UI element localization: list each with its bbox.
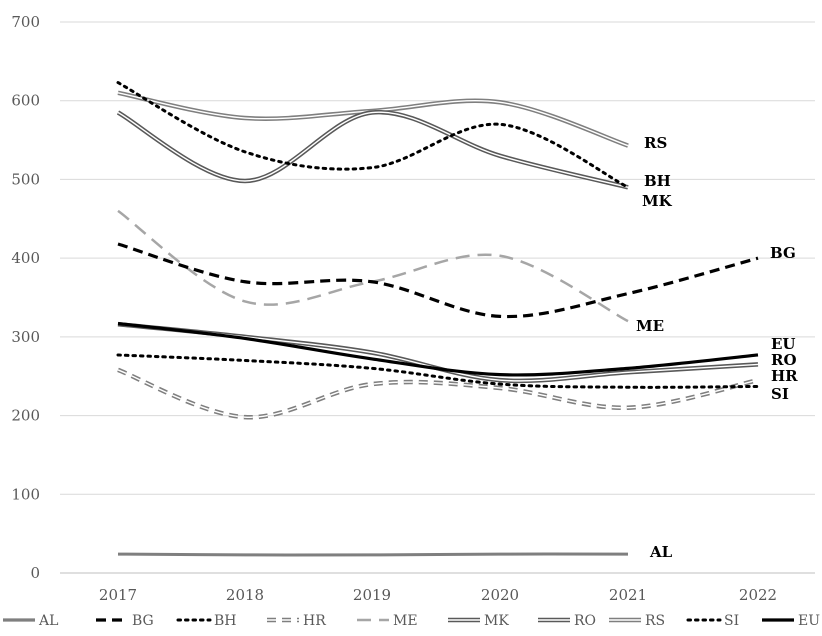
end-label-mk: MK xyxy=(642,192,673,210)
series-end-labels: AL BG BH HR ME MK RO RS SI EU xyxy=(636,134,798,561)
x-tick-label: 2020 xyxy=(481,586,519,604)
legend-entry-al: AL xyxy=(3,613,58,629)
series-lines xyxy=(116,81,760,557)
legend-label: MK xyxy=(484,613,509,629)
y-axis-tick-labels: 0 100 200 300 400 500 600 700 xyxy=(11,13,40,582)
legend-entry-rs: RS xyxy=(609,613,665,629)
end-label-hr: HR xyxy=(771,367,798,385)
legend-label: BH xyxy=(214,613,237,629)
series-line-me xyxy=(117,209,629,323)
series-line-bh xyxy=(116,81,630,189)
y-tick-label: 700 xyxy=(11,13,40,31)
end-label-si: SI xyxy=(771,385,789,403)
legend-label: RS xyxy=(645,613,665,629)
legend-entry-si: SI xyxy=(686,613,739,629)
end-label-eu: EU xyxy=(771,335,796,353)
end-label-ro: RO xyxy=(771,351,797,369)
legend-label: RO xyxy=(574,613,596,629)
y-tick-label: 0 xyxy=(30,564,40,582)
series-line-al xyxy=(117,552,629,557)
y-tick-label: 300 xyxy=(11,328,40,346)
series-line-si xyxy=(116,353,760,389)
x-axis-tick-labels: 2017 2018 2019 2020 2021 2022 xyxy=(99,586,777,604)
x-tick-label: 2022 xyxy=(739,586,777,604)
legend-entry-bh: BH xyxy=(176,613,237,629)
legend-label: SI xyxy=(724,613,739,629)
y-tick-label: 200 xyxy=(11,407,40,425)
end-label-me: ME xyxy=(636,317,664,335)
end-label-al: AL xyxy=(649,543,673,561)
legend-entry-hr: HR xyxy=(267,613,326,629)
end-label-bg: BG xyxy=(770,244,796,262)
legend-label: EU xyxy=(798,613,820,629)
series-line-bg xyxy=(117,242,759,319)
y-tick-label: 500 xyxy=(11,170,40,188)
legend-entry-me: ME xyxy=(357,613,418,629)
legend-entry-eu: EU xyxy=(762,613,820,629)
legend-entry-mk: MK xyxy=(448,613,509,629)
legend-label: BG xyxy=(132,613,154,629)
y-tick-label: 100 xyxy=(11,485,40,503)
legend-label: ME xyxy=(393,613,418,629)
legend-entry-ro: RO xyxy=(538,613,596,629)
x-tick-label: 2021 xyxy=(609,586,647,604)
legend-label: HR xyxy=(303,613,326,629)
end-label-bh: BH xyxy=(644,172,671,190)
legend-entry-bg: BG xyxy=(96,613,154,629)
end-label-rs: RS xyxy=(644,134,667,152)
y-tick-label: 400 xyxy=(11,249,40,267)
series-line-mk xyxy=(116,110,629,190)
legend: AL BG BH HR ME MK RO RS SI EU xyxy=(3,613,820,629)
x-tick-label: 2017 xyxy=(99,586,137,604)
x-tick-label: 2019 xyxy=(353,586,391,604)
y-tick-label: 600 xyxy=(11,92,40,110)
series-line-eu xyxy=(117,321,759,377)
legend-label: AL xyxy=(38,613,58,629)
x-tick-label: 2018 xyxy=(226,586,264,604)
gridlines xyxy=(60,21,815,574)
series-line-hr xyxy=(117,367,759,420)
